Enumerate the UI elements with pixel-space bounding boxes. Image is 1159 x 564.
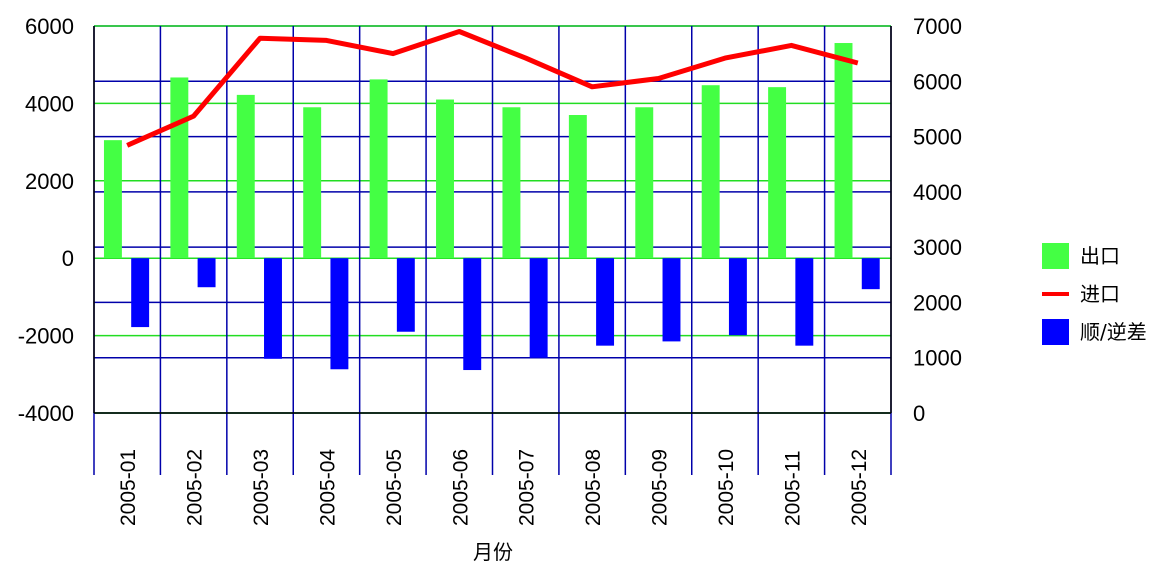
x-tick-label: 2005-09 [649, 449, 672, 526]
balance-bar [131, 258, 149, 327]
left-tick-label: -2000 [18, 324, 74, 349]
legend-label: 顺/逆差 [1080, 320, 1147, 344]
x-tick-label: 2005-05 [383, 449, 406, 526]
right-tick-label: 4000 [913, 180, 962, 205]
left-tick-label: 4000 [25, 91, 74, 116]
export-bar [237, 95, 255, 258]
export-bar [835, 43, 853, 258]
balance-bar [663, 258, 681, 341]
x-tick-label: 2005-06 [449, 449, 472, 526]
legend-label: 进口 [1080, 282, 1120, 306]
export-bar [635, 107, 653, 258]
export-bar [768, 87, 786, 258]
export-bar [702, 85, 720, 258]
right-tick-labels: 0 1000 2000 3000 4000 5000 6000 7000 [913, 14, 962, 426]
x-tick-label: 2005-02 [184, 449, 207, 526]
export-bar [436, 100, 454, 259]
right-tick-label: 7000 [913, 14, 962, 39]
x-tick-label: 2005-11 [781, 450, 804, 526]
balance-bar [530, 258, 548, 357]
right-tick-label: 1000 [913, 346, 962, 371]
right-tick-label: 3000 [913, 235, 962, 260]
x-tick-label: 2005-10 [715, 449, 738, 526]
export-bar [370, 79, 388, 258]
balance-bar [330, 258, 348, 369]
legend-swatch [1042, 319, 1069, 345]
right-tick-label: 2000 [913, 290, 962, 315]
balance-bar [264, 258, 282, 359]
legend-label: 出口 [1080, 244, 1120, 268]
left-tick-label: 6000 [25, 14, 74, 39]
x-tick-label: 2005-07 [516, 449, 539, 526]
right-tick-label: 5000 [913, 125, 962, 150]
x-axis-title: 月份 [473, 540, 513, 564]
export-bar [502, 107, 520, 258]
balance-bar [862, 258, 880, 289]
export-bar [104, 140, 122, 258]
right-tick-label: 6000 [913, 69, 962, 94]
balance-bar [397, 258, 415, 332]
x-tick-label: 2005-08 [582, 449, 605, 526]
left-tick-label: -4000 [18, 401, 74, 426]
balance-bar [596, 258, 614, 345]
balance-bar [463, 258, 481, 370]
balance-bar [198, 258, 216, 287]
balance-bar [795, 258, 813, 345]
left-tick-label: 0 [62, 246, 74, 271]
x-tick-label: 2005-01 [117, 449, 140, 526]
export-bar [170, 77, 188, 258]
left-tick-label: 2000 [25, 169, 74, 194]
balance-bar [729, 258, 747, 335]
x-tick-label: 2005-12 [848, 449, 871, 526]
left-tick-labels: -4000 -2000 0 2000 4000 6000 [18, 14, 74, 426]
x-tick-label: 2005-03 [250, 449, 273, 526]
export-bar [303, 107, 321, 258]
x-tick-label: 2005-04 [316, 449, 339, 526]
legend-swatch [1042, 243, 1069, 269]
right-tick-label: 0 [913, 401, 925, 426]
export-bar [569, 115, 587, 258]
